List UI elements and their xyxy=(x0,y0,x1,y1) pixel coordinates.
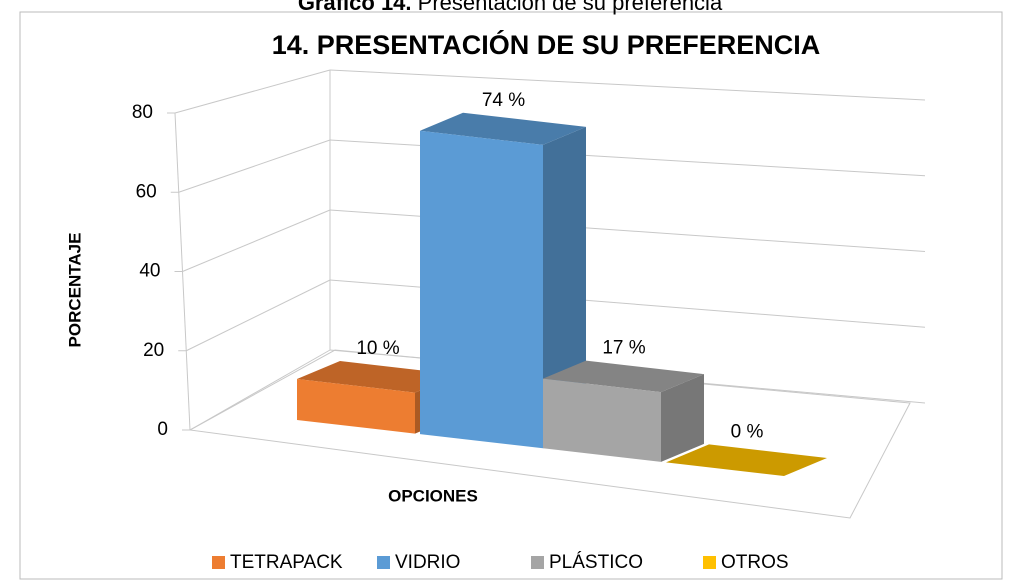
legend-swatch xyxy=(377,556,390,569)
legend-label: VIDRIO xyxy=(395,552,460,573)
chart-title: 14. PRESENTACIÓN DE SU PREFERENCIA xyxy=(272,29,821,60)
side-grid-line xyxy=(178,139,331,193)
data-label: 0 % xyxy=(731,421,764,442)
bar-top xyxy=(543,360,704,393)
x-axis-label: OPCIONES xyxy=(388,486,478,505)
y-axis-label: PORCENTAJE xyxy=(65,233,84,348)
bar-top xyxy=(666,444,827,477)
side-grid-line xyxy=(189,349,331,431)
grid-line xyxy=(329,69,926,101)
data-label: 10 % xyxy=(356,338,399,359)
y-tick-label: 20 xyxy=(143,340,164,361)
data-label: 74 % xyxy=(482,90,525,111)
caption-number: Gráfico 14. xyxy=(298,0,412,15)
bar-side xyxy=(661,374,704,462)
legend-swatch xyxy=(531,556,544,569)
y-tick-label: 80 xyxy=(132,102,153,123)
side-grid-line xyxy=(174,69,331,114)
y-tick-label: 0 xyxy=(157,419,168,440)
bar xyxy=(543,378,661,462)
floor xyxy=(188,349,911,519)
caption-text: Presentación de su preferencia xyxy=(418,0,723,15)
caption: Gráfico 14. Presentación de su preferenc… xyxy=(298,0,723,15)
legend-label: OTROS xyxy=(721,552,789,573)
legend-label: PLÁSTICO xyxy=(549,552,643,573)
side-grid-line xyxy=(186,279,331,352)
bar-top xyxy=(420,112,586,145)
bar xyxy=(420,130,543,449)
data-label: 17 % xyxy=(602,338,645,359)
side-grid-line xyxy=(182,209,331,272)
legend-label: TETRAPACK xyxy=(230,552,343,573)
legend-swatch xyxy=(703,556,716,569)
bar-top xyxy=(297,361,458,393)
bar xyxy=(297,379,415,434)
y-tick-label: 40 xyxy=(139,261,160,282)
legend-swatch xyxy=(212,556,225,569)
y-tick-label: 60 xyxy=(136,181,157,202)
